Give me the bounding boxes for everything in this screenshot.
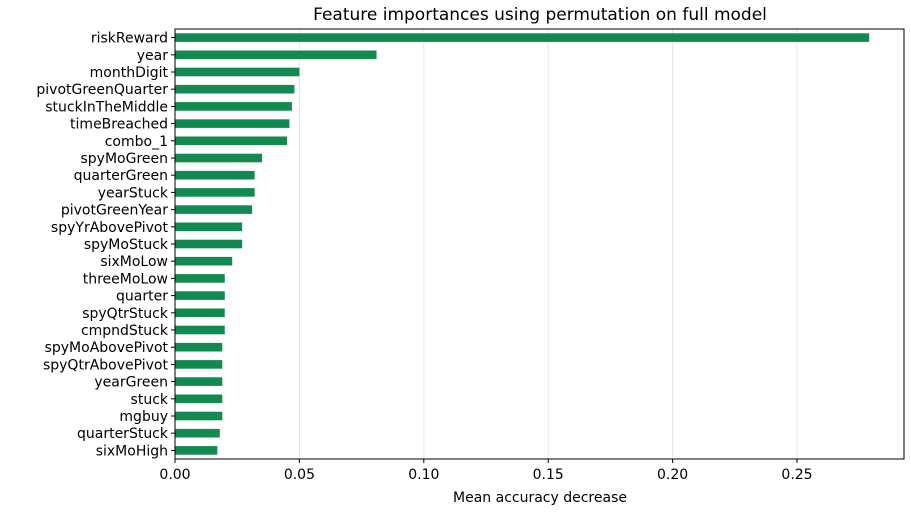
bar-sixMoHigh	[175, 446, 218, 455]
x-tick-label: 0.25	[781, 467, 812, 483]
y-tick-label: timeBreached	[70, 117, 168, 133]
y-tick-label: spyYrAbovePivot	[51, 220, 169, 236]
y-tick-label: yearStuck	[98, 185, 169, 201]
y-tick-label: spyQtrStuck	[82, 306, 169, 322]
bar-spyQtrStuck	[175, 308, 225, 318]
y-axis-ticks: riskRewardyearmonthDigitpivotGreenQuarte…	[36, 31, 175, 459]
bar-riskReward	[175, 33, 870, 42]
bar-spyYrAbovePivot	[175, 222, 243, 232]
bars	[175, 33, 870, 455]
y-tick-label: cmpndStuck	[81, 323, 169, 339]
y-tick-label: spyQtrAbovePivot	[43, 357, 169, 373]
x-tick-label: 0.05	[284, 467, 315, 483]
y-tick-label: pivotGreenYear	[61, 203, 168, 219]
bar-combo_1	[175, 136, 287, 146]
chart-title: Feature importances using permutation on…	[313, 5, 767, 25]
x-tick-label: 0.00	[159, 467, 190, 483]
x-axis-ticks: 0.00 0.05 0.10 0.15 0.20 0.25	[159, 459, 813, 483]
bar-mgbuy	[175, 411, 223, 421]
bar-stuck	[175, 394, 223, 404]
x-tick-label: 0.20	[657, 467, 688, 483]
y-tick-label: pivotGreenQuarter	[36, 82, 168, 98]
bar-timeBreached	[175, 119, 290, 128]
y-tick-label: riskReward	[91, 31, 168, 47]
bar-quarter	[175, 291, 225, 300]
y-tick-label: stuckInTheMiddle	[45, 99, 168, 115]
y-tick-label: quarterGreen	[74, 168, 168, 184]
y-tick-label: year	[137, 48, 168, 64]
bar-spyQtrAbovePivot	[175, 360, 223, 369]
bar-stuckInTheMiddle	[175, 102, 292, 111]
bar-sixMoLow	[175, 256, 233, 266]
y-tick-label: stuck	[131, 392, 169, 408]
x-tick-label: 0.10	[408, 467, 439, 483]
y-tick-label: spyMoAbovePivot	[45, 340, 169, 356]
y-tick-label: yearGreen	[94, 375, 168, 391]
y-tick-label: sixMoHigh	[96, 443, 168, 459]
bar-year	[175, 50, 377, 60]
bar-pivotGreenQuarter	[175, 84, 295, 94]
y-tick-label: quarterStuck	[77, 426, 169, 442]
y-tick-label: threeMoLow	[83, 271, 168, 287]
x-axis-title: Mean accuracy decrease	[453, 490, 627, 506]
bar-yearStuck	[175, 188, 255, 197]
bar-cmpndStuck	[175, 325, 225, 335]
y-tick-label: mgbuy	[119, 409, 168, 425]
y-tick-label: monthDigit	[90, 65, 169, 81]
bar-quarterGreen	[175, 170, 255, 180]
bar-threeMoLow	[175, 274, 225, 283]
x-tick-label: 0.15	[533, 467, 564, 483]
y-tick-label: quarter	[116, 289, 168, 305]
bar-pivotGreenYear	[175, 205, 253, 214]
y-tick-label: spyMoStuck	[84, 237, 169, 253]
bar-quarterStuck	[175, 428, 220, 438]
y-tick-label: combo_1	[105, 134, 168, 150]
bar-spyMoStuck	[175, 239, 243, 249]
bar-spyMoGreen	[175, 153, 263, 163]
bar-spyMoAbovePivot	[175, 342, 223, 352]
bar-monthDigit	[175, 67, 300, 77]
y-tick-label: spyMoGreen	[80, 151, 168, 167]
bar-yearGreen	[175, 377, 223, 386]
y-tick-label: sixMoLow	[100, 254, 168, 270]
